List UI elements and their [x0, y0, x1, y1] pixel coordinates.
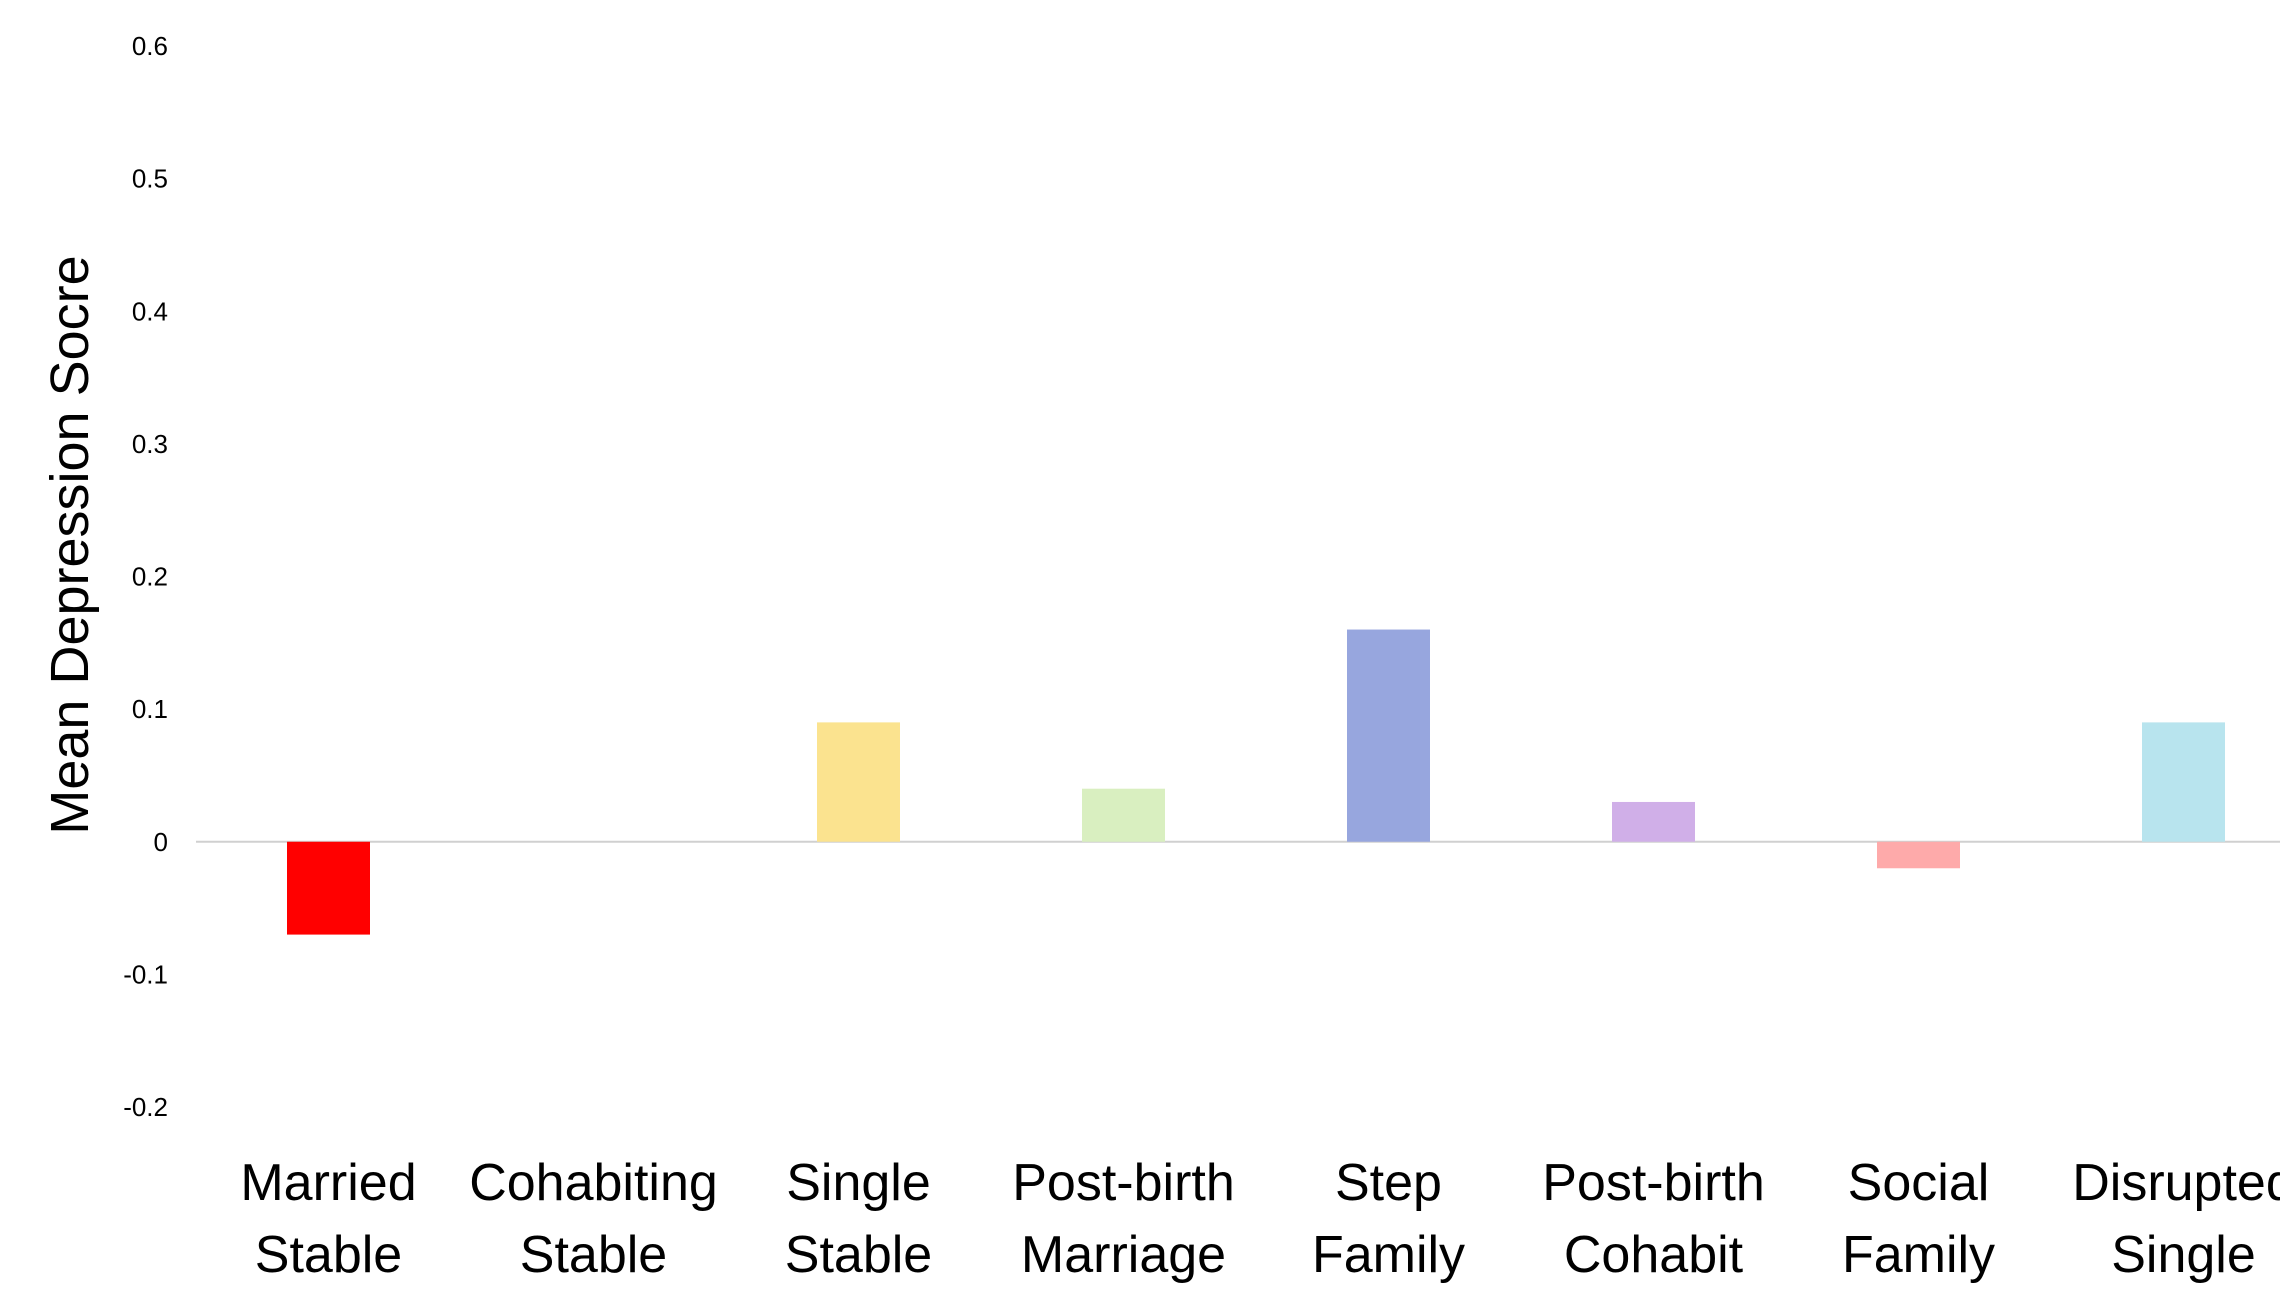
x-tick-label: Post-birth — [1012, 1154, 1235, 1212]
x-tick-label: Post-birth — [1542, 1154, 1765, 1212]
x-tick-label: Single — [786, 1154, 931, 1212]
bars — [287, 629, 2225, 935]
bar — [1347, 629, 1430, 842]
x-tick-label: Stable — [785, 1226, 932, 1284]
y-tick-label: 0.2 — [132, 562, 168, 592]
y-tick-label: 0.4 — [132, 296, 168, 326]
bar — [1877, 841, 1960, 869]
x-tick-label: Disrupted — [2072, 1154, 2280, 1212]
y-tick-label: 0 — [154, 827, 168, 857]
x-tick-label: Step — [1335, 1154, 1442, 1212]
x-tick-label: Stable — [520, 1226, 667, 1284]
x-tick-label: Family — [1312, 1226, 1465, 1284]
y-tick-label: 0.1 — [132, 694, 168, 724]
bar — [817, 722, 900, 842]
x-tick-label: Social — [1848, 1154, 1990, 1212]
y-axis-ticks: 0.6 0.5 0.4 0.3 0.2 0.1 0 -0.1 -0.2 — [123, 31, 168, 1122]
x-axis-category-labels: Married Stable Cohabiting Stable Single Stabl… — [240, 1154, 2280, 1284]
x-tick-label: Marriage — [1021, 1226, 1226, 1284]
x-tick-label: Married — [240, 1154, 416, 1212]
bar — [1612, 801, 1695, 842]
bar — [287, 841, 370, 935]
x-tick-label: Single — [2111, 1226, 2256, 1284]
bar — [2142, 722, 2225, 842]
x-tick-label: Cohabiting — [469, 1154, 718, 1212]
x-tick-label: Cohabit — [1564, 1226, 1744, 1284]
bar — [1082, 788, 1165, 842]
y-tick-label: -0.1 — [123, 959, 168, 989]
y-tick-label: 0.6 — [132, 31, 168, 61]
y-tick-label: -0.2 — [123, 1092, 168, 1122]
y-axis-title: Mean Depression Socre — [40, 255, 100, 834]
y-tick-label: 0.3 — [132, 429, 168, 459]
y-tick-label: 0.5 — [132, 164, 168, 194]
x-tick-label: Stable — [255, 1226, 402, 1284]
x-tick-label: Family — [1842, 1226, 1995, 1284]
